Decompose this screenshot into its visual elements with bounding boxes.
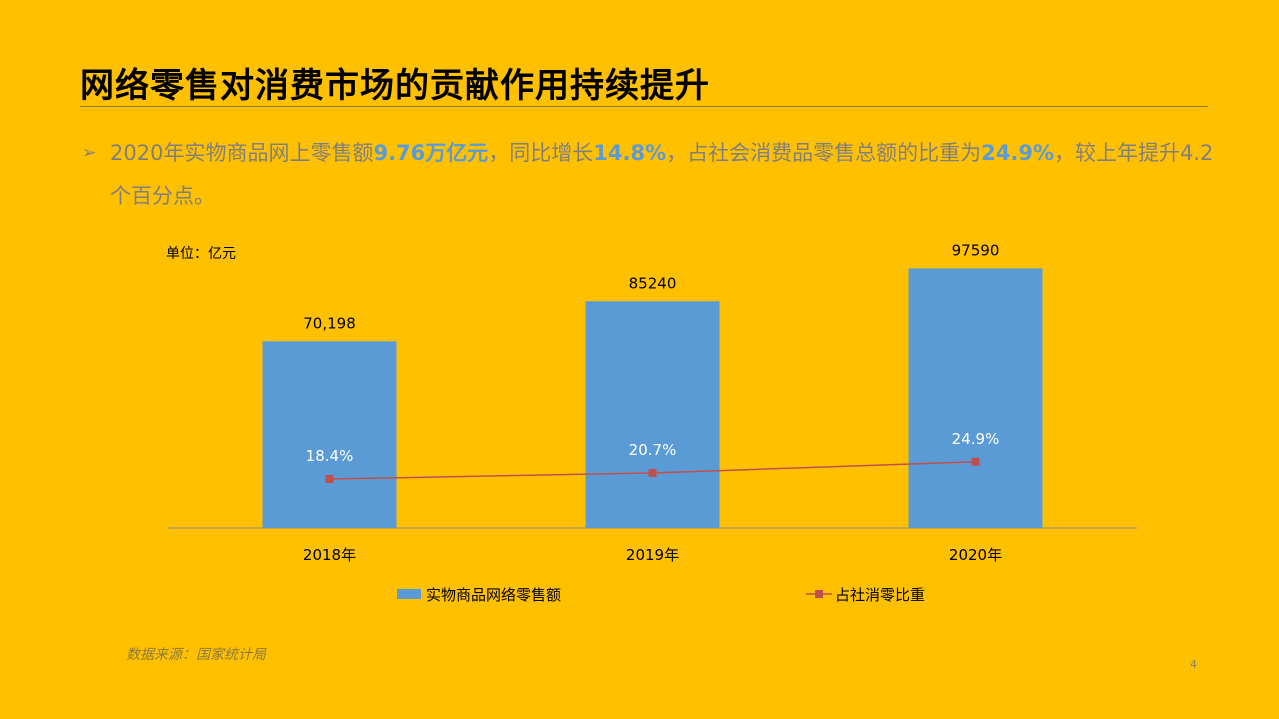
highlight-growth-rate: 14.8%: [593, 141, 667, 165]
bar-1: [585, 301, 720, 528]
bar-2: [908, 268, 1043, 528]
legend-label-bar: 实物商品网络零售额: [426, 586, 561, 604]
data-source: 数据来源：国家统计局: [126, 647, 266, 663]
share-value-label-2: 24.9%: [952, 430, 1000, 448]
category-label-2: 2020年: [949, 546, 1002, 564]
chart-unit-label: 单位：亿元: [166, 246, 236, 262]
summary-text-part-2: ，同比增长: [488, 141, 594, 165]
bar-value-label-1: 85240: [629, 274, 677, 292]
slide-title: 网络零售对消费市场的贡献作用持续提升: [80, 66, 710, 106]
summary-text-part-4: ，较上年提升4.2个百分点。: [110, 141, 1214, 208]
bar-0: [262, 341, 397, 528]
page-number: 4: [1190, 658, 1197, 671]
bar-value-label-0: 70,198: [303, 314, 356, 332]
summary-bullet: ➢ 2020年实物商品网上零售额9.76万亿元，同比增长14.8%，占社会消费品…: [82, 132, 1222, 218]
share-marker-2: [971, 457, 980, 466]
summary-text-part-3: ，占社会消费品零售总额的比重为: [666, 141, 982, 165]
category-label-1: 2019年: [626, 546, 679, 564]
legend-swatch-bar: [397, 589, 421, 599]
share-value-label-0: 18.4%: [306, 447, 354, 465]
share-marker-1: [648, 468, 657, 477]
summary-text: 2020年实物商品网上零售额9.76万亿元，同比增长14.8%，占社会消费品零售…: [82, 132, 1222, 218]
title-divider: [80, 106, 1208, 107]
legend-swatch-marker: [815, 590, 823, 598]
category-label-0: 2018年: [303, 546, 356, 564]
share-value-label-1: 20.7%: [629, 441, 677, 459]
summary-text-part-1: 2020年实物商品网上零售额: [110, 141, 374, 165]
share-marker-0: [325, 475, 334, 484]
highlight-share: 24.9%: [981, 141, 1054, 165]
bullet-arrow-icon: ➢: [82, 143, 97, 163]
highlight-sales-amount: 9.76万亿元: [373, 141, 489, 165]
legend-label-line: 占社消零比重: [835, 586, 925, 604]
bar-value-label-2: 97590: [952, 241, 1000, 259]
